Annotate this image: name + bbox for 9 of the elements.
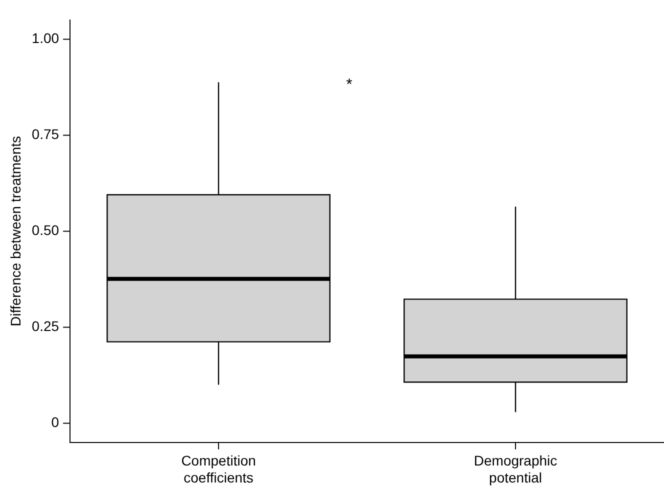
y-tick-label: 0.50 bbox=[32, 222, 60, 238]
x-tick-label: Demographic potential bbox=[474, 452, 558, 486]
y-tick-label: 0.25 bbox=[32, 318, 60, 334]
y-tick-label: 0.75 bbox=[32, 126, 60, 142]
y-axis-title: Difference between treatments bbox=[7, 136, 24, 326]
y-tick-label: 1.00 bbox=[32, 30, 60, 46]
x-tick-label: Competition coefficients bbox=[181, 452, 256, 486]
annotation: * bbox=[346, 76, 352, 94]
y-tick-label: 0 bbox=[51, 414, 60, 430]
